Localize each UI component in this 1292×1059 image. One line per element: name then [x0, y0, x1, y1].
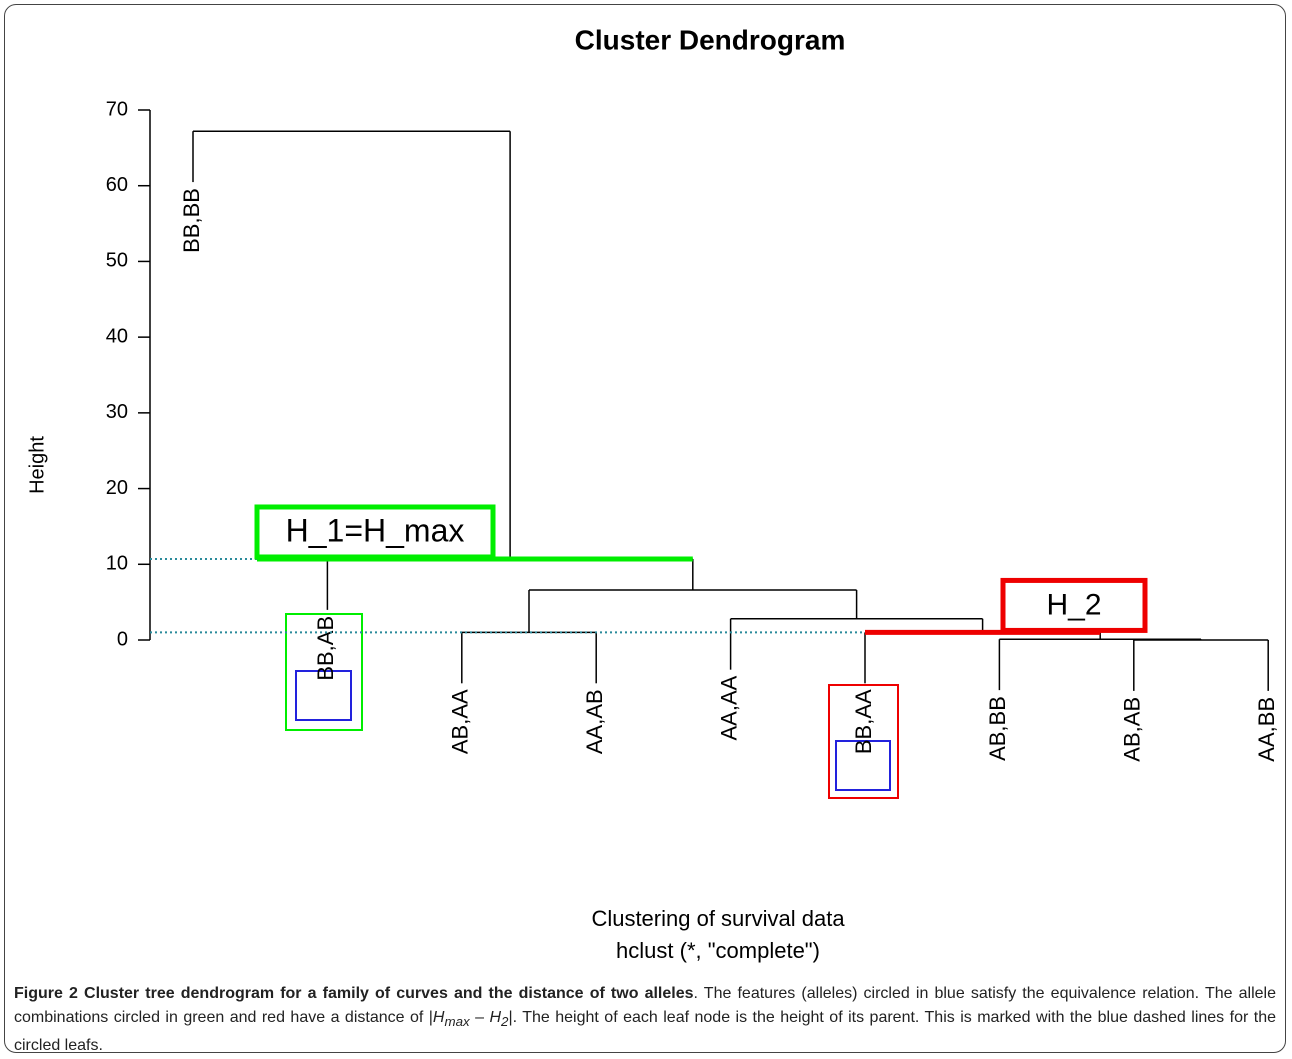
- highlight-label: H_1=H_max: [286, 512, 465, 548]
- blue-circle: [835, 740, 891, 791]
- y-tick-label: 40: [106, 325, 128, 347]
- y-tick-label: 10: [106, 553, 128, 575]
- y-tick-label: 0: [117, 628, 128, 650]
- leaf-label: BB,AB: [313, 616, 338, 681]
- highlight-box: [254, 504, 496, 560]
- y-tick-label: 70: [106, 98, 128, 120]
- y-tick-label: 20: [106, 477, 128, 499]
- highlight-label: H_2: [1046, 588, 1101, 621]
- leaf-label: BB,BB: [179, 188, 204, 253]
- leaf-label: BB,AA: [851, 689, 876, 754]
- leaf-label: AA,AA: [716, 675, 741, 740]
- caption-text: 2: [501, 1014, 509, 1030]
- highlight-box: [1000, 577, 1148, 633]
- green-circle: [285, 613, 363, 731]
- blue-circle: [295, 670, 352, 721]
- caption-text: H: [489, 1009, 502, 1026]
- red-circle: [828, 684, 899, 799]
- y-tick-label: 30: [106, 401, 128, 423]
- chart-title: Cluster Dendrogram: [575, 24, 846, 55]
- leaf-label: AB,AA: [448, 689, 473, 754]
- x-axis-label: Clustering of survival data: [591, 906, 845, 931]
- caption-text: . The features (alleles) circled in blue…: [14, 985, 1276, 1026]
- caption: Figure 2 Cluster tree dendrogram for a f…: [14, 982, 1276, 1058]
- figure-frame: [4, 4, 1286, 1053]
- subtitle: hclust (*, "complete"): [616, 938, 820, 963]
- caption-text: |. The height of each leaf node is the h…: [14, 1009, 1276, 1055]
- y-tick-label: 60: [106, 174, 128, 196]
- leaf-label: AA,AB: [582, 689, 607, 754]
- caption-text: –: [469, 1009, 490, 1026]
- leaf-label: AB,BB: [985, 696, 1010, 761]
- leaf-label: AB,AB: [1120, 697, 1145, 762]
- caption-heading: Figure 2 Cluster tree dendrogram for a f…: [14, 985, 694, 1002]
- caption-text: max: [444, 1014, 470, 1030]
- leaf-label: AA,BB: [1254, 697, 1279, 762]
- chart: Cluster Dendrogram Height Clustering of …: [26, 24, 1279, 963]
- caption-text: H: [432, 1009, 445, 1026]
- y-tick-label: 50: [106, 250, 128, 272]
- y-axis-label: Height: [26, 436, 48, 494]
